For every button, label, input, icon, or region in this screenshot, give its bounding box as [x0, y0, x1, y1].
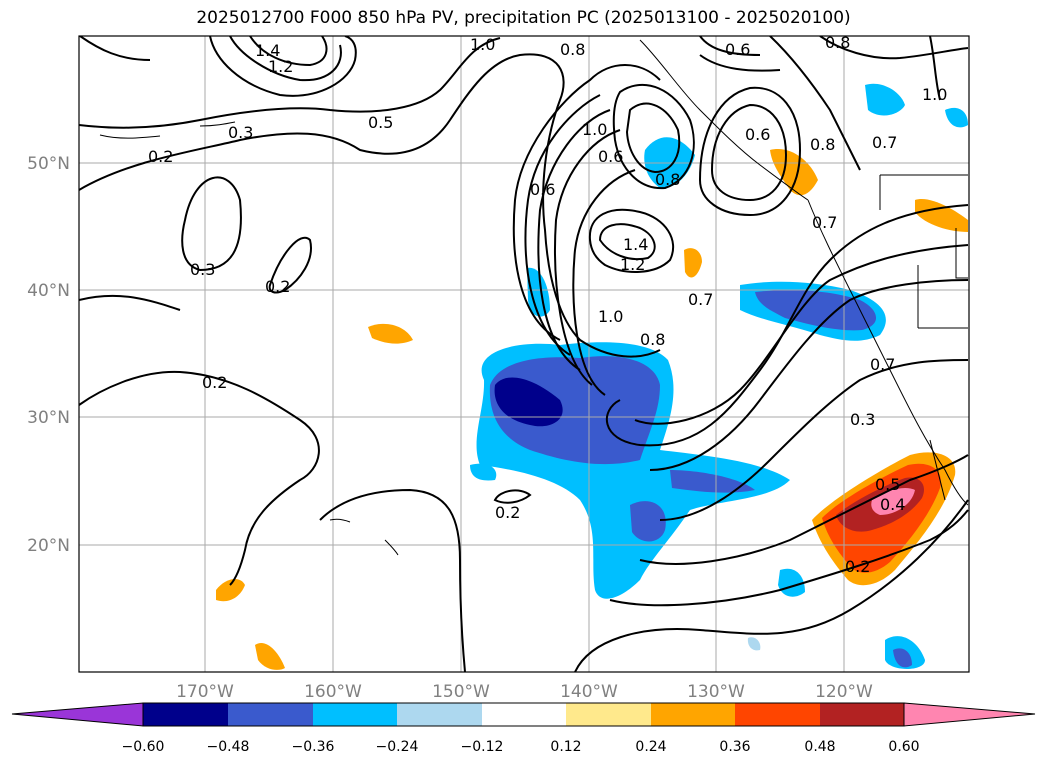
colorbar-extend-high — [903, 702, 1036, 727]
colorbar-swatch — [651, 703, 735, 726]
lat-label: 20°N — [27, 536, 70, 556]
lon-label: 170°W — [176, 682, 234, 702]
contour-label: 0.7 — [812, 213, 837, 232]
contour-label: 0.2 — [265, 277, 290, 296]
colorbar-tick: 0.36 — [719, 739, 750, 755]
lon-label: 130°W — [687, 682, 745, 702]
contour-label: 0.7 — [688, 290, 713, 309]
pv-contours — [79, 36, 969, 672]
colorbar-swatch — [482, 703, 566, 726]
contour-label: 0.3 — [850, 410, 875, 429]
colorbar-tick: −0.12 — [461, 739, 504, 755]
colorbar-tick: −0.60 — [122, 739, 165, 755]
contour-label: 0.2 — [845, 557, 870, 576]
contour-label: 0.5 — [368, 113, 393, 132]
lat-label: 30°N — [27, 408, 70, 428]
colorbar-swatch — [566, 703, 651, 726]
colorbar-swatch — [820, 703, 904, 726]
lon-label: 120°W — [815, 682, 873, 702]
contour-label: 0.6 — [725, 40, 750, 59]
contour-label: 0.8 — [655, 170, 680, 189]
contour-label: 0.8 — [825, 33, 850, 52]
contour-label: 0.5 — [875, 475, 900, 494]
lat-axis: 50°N 40°N 30°N 20°N — [27, 154, 70, 556]
lon-label: 150°W — [432, 682, 490, 702]
lon-label: 160°W — [304, 682, 362, 702]
colorbar-ticks: −0.60 −0.48 −0.36 −0.24 −0.12 0.12 0.24 … — [122, 739, 920, 755]
contour-label: 0.6 — [598, 147, 623, 166]
colorbar-tick: 0.60 — [888, 739, 919, 755]
contour-label: 0.2 — [148, 147, 173, 166]
colorbar-tick: −0.24 — [376, 739, 419, 755]
contour-label: 0.7 — [870, 355, 895, 374]
contour-label: 1.0 — [582, 120, 607, 139]
colorbar-tick: 0.12 — [550, 739, 581, 755]
contour-label: 0.8 — [810, 135, 835, 154]
colorbar-tick: 0.24 — [635, 739, 666, 755]
colorbar-swatch — [313, 703, 397, 726]
contour-label: 0.8 — [560, 40, 585, 59]
lat-label: 50°N — [27, 154, 70, 174]
lat-label: 40°N — [27, 281, 70, 301]
contour-label: 0.2 — [202, 373, 227, 392]
precip-shading — [216, 83, 968, 670]
contour-labels: 1.4 1.2 1.0 0.8 0.6 0.5 0.3 0.2 0.3 0.2 … — [148, 33, 947, 576]
contour-label: 1.0 — [922, 85, 947, 104]
colorbar-tick: −0.36 — [292, 739, 335, 755]
contour-label: 0.3 — [190, 260, 215, 279]
figure-title: 2025012700 F000 850 hPa PV, precipitatio… — [196, 8, 851, 28]
contour-label: 1.0 — [598, 307, 623, 326]
contour-label: 0.7 — [872, 133, 897, 152]
contour-label: 0.2 — [495, 503, 520, 522]
colorbar-swatch — [143, 703, 228, 726]
coastlines — [99, 39, 969, 556]
colorbar-extend-low — [11, 702, 144, 727]
colorbar-swatch — [397, 703, 482, 726]
lon-label: 140°W — [560, 682, 618, 702]
contour-label: 1.4 — [255, 41, 280, 60]
colorbar-swatch — [735, 703, 820, 726]
contour-label: 0.6 — [530, 180, 555, 199]
contour-label: 1.2 — [620, 255, 645, 274]
contour-label: 0.8 — [640, 330, 665, 349]
contour-label: 1.4 — [623, 235, 648, 254]
contour-label: 0.6 — [745, 125, 770, 144]
map-frame — [78, 35, 970, 673]
colorbar-swatch — [228, 703, 313, 726]
contour-label: 1.0 — [470, 35, 495, 54]
contour-label: 0.3 — [228, 123, 253, 142]
contour-label: 1.2 — [268, 57, 293, 76]
colorbar-tick: 0.48 — [804, 739, 835, 755]
colorbar-tick: −0.48 — [207, 739, 250, 755]
lon-axis: 170°W 160°W 150°W 140°W 130°W 120°W — [176, 682, 873, 702]
colorbar — [11, 702, 1036, 727]
contour-label: 0.4 — [880, 495, 905, 514]
